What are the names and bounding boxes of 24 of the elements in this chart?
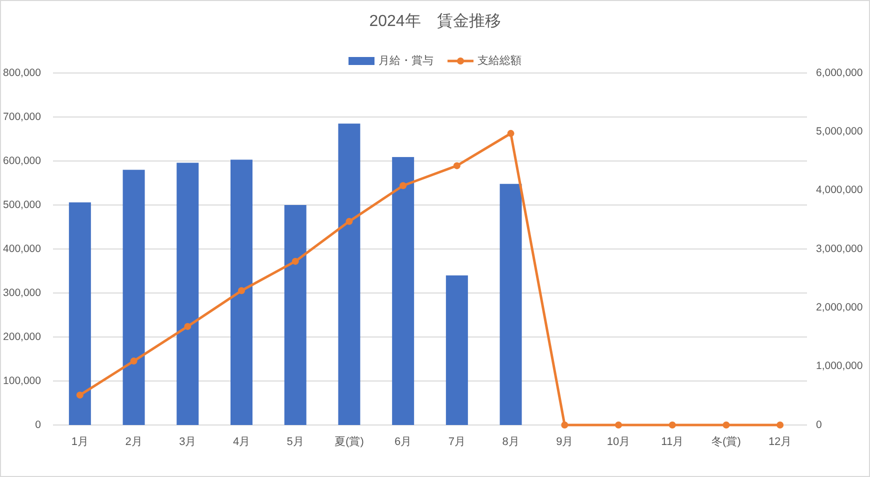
point: [615, 422, 622, 428]
bar: [122, 170, 145, 425]
point: [130, 358, 138, 365]
point: [400, 182, 407, 190]
point: [507, 130, 514, 137]
point: [561, 422, 568, 428]
bar: [68, 202, 91, 425]
bar: [500, 184, 522, 425]
point: [346, 218, 353, 225]
bar: [338, 124, 360, 425]
bar: [446, 275, 468, 425]
bar: [230, 160, 252, 425]
point: [453, 162, 460, 170]
bar: [284, 205, 306, 425]
point: [238, 287, 245, 294]
point: [292, 258, 299, 265]
point: [184, 322, 192, 330]
bar: [176, 162, 199, 425]
bar: [392, 157, 414, 425]
point: [776, 422, 784, 428]
point: [722, 422, 730, 428]
title: 2024年 賃金推移: [369, 13, 501, 30]
point: [668, 422, 676, 428]
point: [76, 392, 84, 399]
